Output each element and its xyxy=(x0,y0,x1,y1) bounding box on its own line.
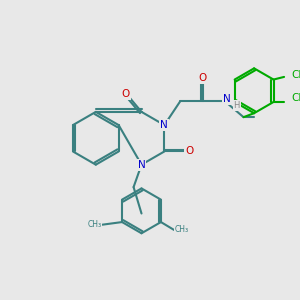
Text: N: N xyxy=(138,160,146,170)
Text: O: O xyxy=(185,146,193,157)
Text: O: O xyxy=(121,89,130,99)
Text: O: O xyxy=(199,73,207,82)
Text: CH₃: CH₃ xyxy=(87,220,101,229)
Text: Cl: Cl xyxy=(291,70,300,80)
Text: CH₃: CH₃ xyxy=(175,226,189,235)
Text: N: N xyxy=(160,120,168,130)
Text: Cl: Cl xyxy=(291,93,300,103)
Text: N: N xyxy=(223,94,231,104)
Text: H: H xyxy=(234,101,240,110)
